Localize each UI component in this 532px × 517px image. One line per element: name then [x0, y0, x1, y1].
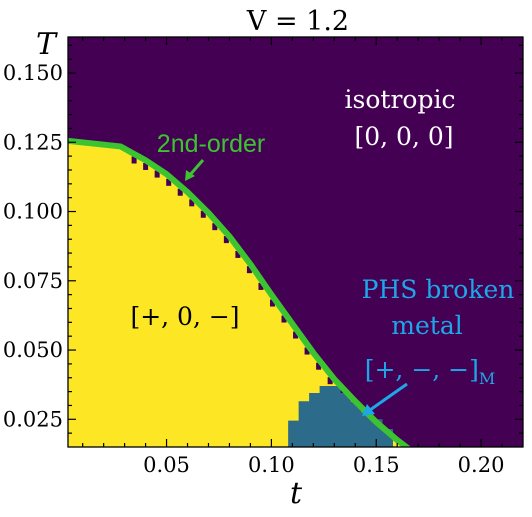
x-axis-label: t: [290, 476, 303, 511]
axis-tick-labels: 0.05 0.10 0.15 0.20 0.025 0.050 0.075 0.100 0.12…: [3, 61, 505, 477]
phs-order-main: [+, −, −]: [365, 355, 479, 384]
boundary-step-cell: [293, 331, 299, 339]
y-tick-label: 0.150: [3, 61, 63, 85]
y-tick-label: 0.125: [3, 130, 63, 154]
boundary-step-cell: [200, 210, 206, 218]
boundary-step-cell: [189, 199, 195, 207]
x-tick-label: 0.20: [458, 453, 505, 477]
phs-broken-order-label: [+, −, −]M: [365, 355, 496, 388]
phs-broken-arrow: [369, 382, 408, 412]
y-tick-label: 0.025: [3, 407, 63, 431]
phs-broken-label: PHS broken metal: [362, 275, 515, 340]
isotropic-order-label: [0, 0, 0]: [354, 122, 453, 151]
boundary-step-cell: [327, 377, 333, 385]
second-order-label: 2nd-order: [157, 130, 265, 158]
boundary-step-cell: [131, 156, 137, 164]
boundary-step-cell: [316, 362, 322, 370]
boundary-step-cell: [269, 299, 275, 307]
ordered-phase-region: [68, 140, 407, 447]
boundary-step-cell: [235, 250, 241, 258]
plot-frame: [67, 36, 524, 448]
boundary-step-cell: [258, 282, 264, 290]
boundary-step-cell: [166, 178, 172, 186]
x-tick-label: 0.10: [248, 453, 295, 477]
x-tick-label: 0.05: [143, 453, 190, 477]
boundary-step-cell: [154, 170, 160, 178]
x-tick-label: 0.15: [353, 453, 400, 477]
second-order-arrowhead: [185, 170, 195, 181]
boundary-step-cell: [223, 236, 229, 244]
boundary-step-cell: [212, 223, 218, 231]
phs-broken-metal-region: [288, 386, 393, 447]
y-axis-label: T: [36, 27, 58, 62]
axis-ticks: [68, 37, 523, 447]
phs-order-subscript: M: [479, 369, 495, 388]
chart-title: V = 1.2: [246, 6, 349, 37]
y-tick-label: 0.075: [3, 269, 63, 293]
phs-broken-arrowhead: [362, 404, 375, 416]
y-tick-label: 0.050: [3, 338, 63, 362]
boundary-step-cell: [143, 162, 149, 170]
boundary-step-cell: [304, 347, 310, 355]
isotropic-label: isotropic: [345, 85, 456, 114]
y-tick-label: 0.100: [3, 200, 63, 224]
ordered-phase-label: [+, 0, −]: [130, 302, 239, 331]
boundary-step-cell: [281, 315, 287, 323]
second-order-arrow: [187, 159, 205, 177]
boundary-step-cell: [246, 266, 252, 274]
boundary-step-cell: [177, 188, 183, 196]
